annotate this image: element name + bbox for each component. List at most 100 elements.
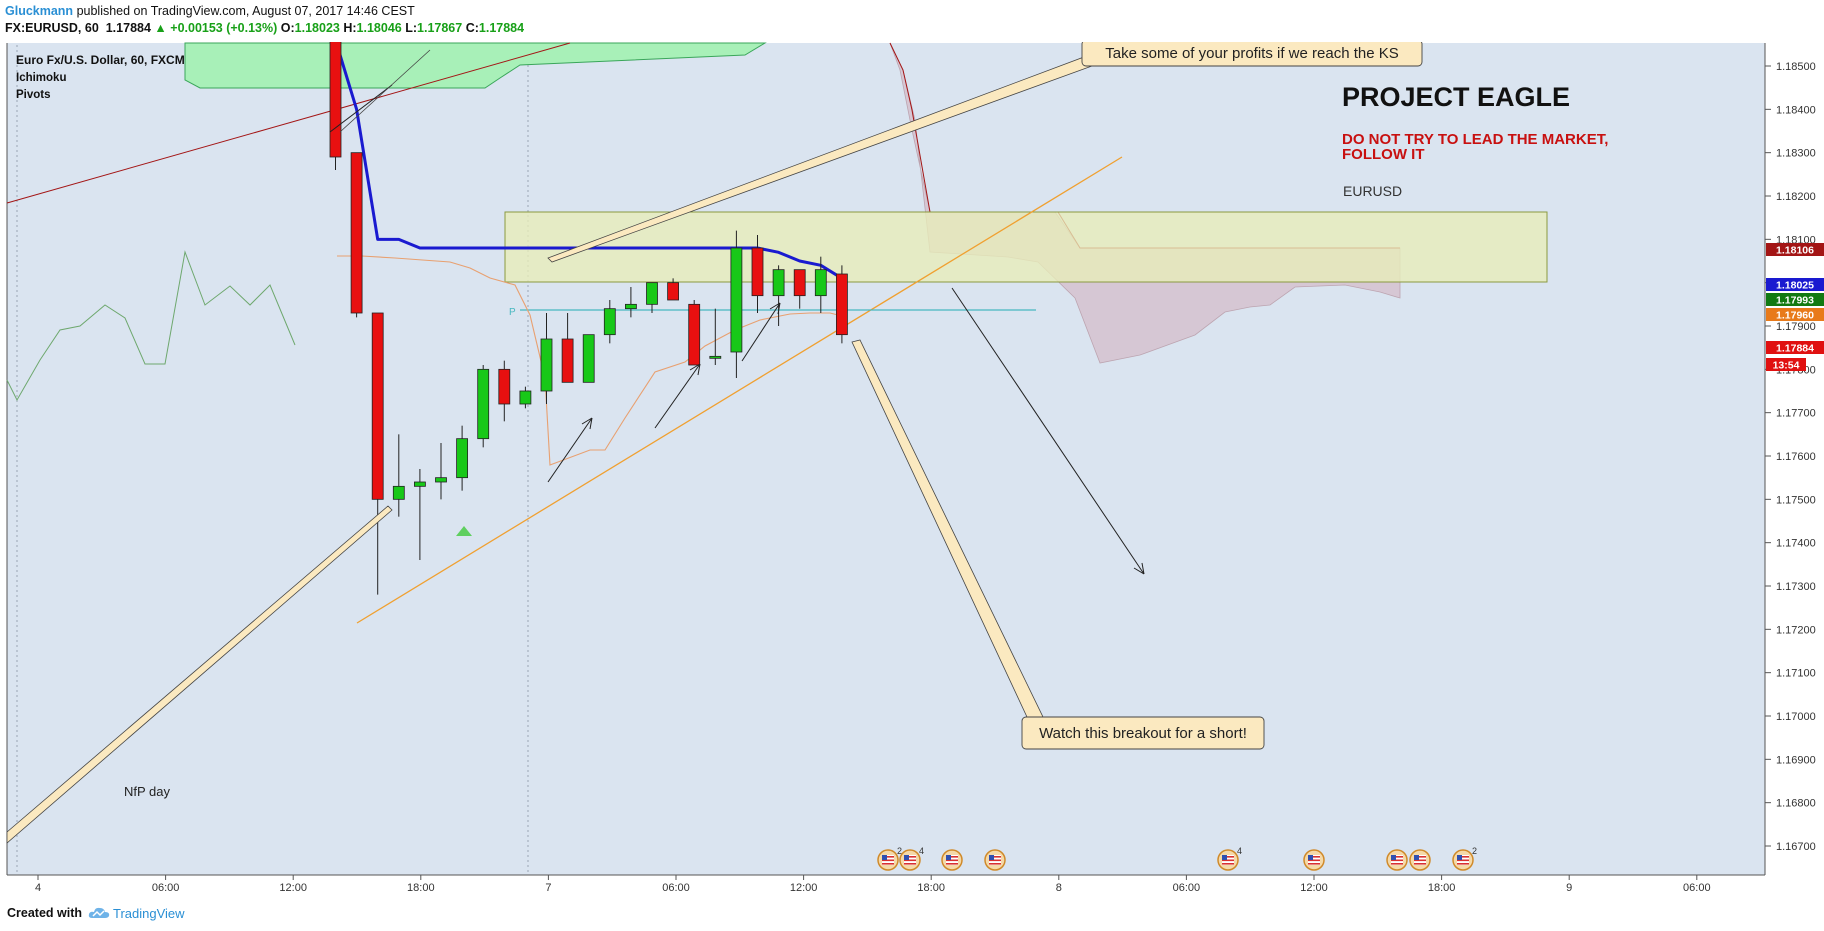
candle[interactable] xyxy=(540,313,553,404)
price-label-bg xyxy=(1766,341,1824,354)
candle[interactable] xyxy=(329,42,342,170)
price-label-text: 1.17884 xyxy=(1776,343,1814,355)
candle[interactable] xyxy=(392,434,405,517)
y-tick-label: 1.18300 xyxy=(1776,148,1816,160)
price-axis[interactable] xyxy=(1765,43,1824,875)
economic-event-icon[interactable] xyxy=(941,849,963,871)
economic-event-icon[interactable] xyxy=(1409,849,1431,871)
price-label-text: 1.17993 xyxy=(1776,295,1814,307)
price-label: 1.17960 xyxy=(1766,308,1824,322)
candle[interactable] xyxy=(793,269,806,309)
bearish-candle-body xyxy=(329,42,342,158)
open-value: 1.18023 xyxy=(294,21,340,35)
headline-text: PROJECT EAGLE xyxy=(1342,82,1570,112)
candle[interactable] xyxy=(350,152,363,318)
economic-event-icon[interactable] xyxy=(1386,849,1408,871)
x-tick-label: 4 xyxy=(35,882,41,894)
flag-canton xyxy=(1457,855,1462,860)
candle[interactable] xyxy=(561,313,574,383)
price-label-text: 1.18106 xyxy=(1776,245,1814,257)
plot-background[interactable] xyxy=(7,43,1765,875)
tradingview-link[interactable]: TradingView xyxy=(113,906,185,921)
bearish-candle-body xyxy=(688,303,701,366)
economic-event-icon[interactable]: 2 xyxy=(1452,846,1477,871)
bearish-candle-body xyxy=(561,338,574,383)
price-label: 13:54 xyxy=(1766,358,1806,372)
candle[interactable] xyxy=(688,300,701,366)
bullish-candle-body xyxy=(477,368,490,440)
arrow-head xyxy=(769,302,781,315)
economic-event-icon[interactable]: 2 xyxy=(877,846,902,871)
y-tick-label: 1.17300 xyxy=(1776,581,1816,593)
candle[interactable] xyxy=(435,443,447,500)
flag-canton xyxy=(1222,855,1227,860)
footer-bar xyxy=(0,905,1824,931)
y-tick-label: 1.17500 xyxy=(1776,494,1816,506)
up-arrow-icon: ▲ xyxy=(154,21,167,35)
flag-canton xyxy=(1414,855,1419,860)
author-link[interactable]: Gluckmann xyxy=(5,4,74,18)
callout-box[interactable] xyxy=(1021,716,1265,750)
candle[interactable] xyxy=(646,282,658,313)
tenkan-line xyxy=(337,255,843,466)
low-label: L: xyxy=(405,21,418,35)
economic-event-icon[interactable]: 4 xyxy=(899,846,924,871)
candle[interactable] xyxy=(625,287,637,318)
y-tick-label: 1.17700 xyxy=(1776,408,1816,420)
economic-event-icon[interactable] xyxy=(1303,849,1325,871)
arrow-head xyxy=(1133,562,1145,575)
bullish-candle-body xyxy=(392,485,405,500)
flag-stripe xyxy=(1391,863,1403,865)
bearish-candle-body xyxy=(498,368,511,405)
chart-header: Gluckmann published on TradingView.com, … xyxy=(0,0,1824,42)
y-tick-label: 1.16800 xyxy=(1776,798,1816,810)
candle[interactable] xyxy=(582,334,595,383)
candle[interactable] xyxy=(413,469,426,560)
candle[interactable] xyxy=(667,278,679,301)
flag-stripe xyxy=(989,863,1001,865)
bullish-candle-body xyxy=(772,269,785,297)
flag-stripe xyxy=(946,859,958,862)
flag-stripe xyxy=(1222,863,1234,865)
candle[interactable] xyxy=(603,300,616,344)
flag-stripe xyxy=(1457,863,1469,865)
flag-stripe xyxy=(904,859,916,862)
arrow-line xyxy=(329,84,393,133)
y-tick-label: 1.18400 xyxy=(1776,104,1816,116)
price-chart[interactable]: P Take some of your profits if we reach … xyxy=(0,42,1824,926)
candle[interactable] xyxy=(456,425,469,491)
flag-stripe xyxy=(1414,863,1426,865)
candle[interactable] xyxy=(709,308,722,365)
target-arrow xyxy=(951,287,1145,575)
candle[interactable] xyxy=(836,265,848,344)
trend-arrow xyxy=(547,417,593,483)
economic-event-icon[interactable]: 4 xyxy=(1217,846,1242,871)
high-label: H: xyxy=(343,21,357,35)
high-value: 1.18046 xyxy=(356,21,402,35)
flag-stripe xyxy=(1414,859,1426,862)
candle[interactable] xyxy=(751,235,764,313)
callout-box[interactable] xyxy=(1081,42,1423,67)
flag-stripe xyxy=(904,856,916,858)
legend-indicator[interactable]: Ichimoku xyxy=(16,72,66,84)
candle[interactable] xyxy=(730,230,743,378)
arrow-head xyxy=(581,417,593,430)
economic-event-icon[interactable] xyxy=(984,849,1006,871)
bearish-candle-body xyxy=(371,312,384,500)
candle[interactable] xyxy=(371,312,384,595)
flag-stripe xyxy=(1308,856,1320,858)
y-tick-label: 1.17600 xyxy=(1776,451,1816,463)
flag-stripe xyxy=(882,859,894,862)
x-tick-label: 06:00 xyxy=(1173,882,1201,894)
candle[interactable] xyxy=(519,386,532,409)
x-tick-label: 06:00 xyxy=(152,882,180,894)
tradingview-cloud-icon xyxy=(88,907,110,918)
candle[interactable] xyxy=(814,256,827,313)
flag-canton xyxy=(1308,855,1313,860)
candle[interactable] xyxy=(477,365,490,448)
change-value: +0.00153 (+0.13%) xyxy=(170,21,278,35)
candle[interactable] xyxy=(772,265,785,326)
legend-indicator[interactable]: Pivots xyxy=(16,89,51,101)
bullish-candle-body xyxy=(603,308,616,336)
candle[interactable] xyxy=(498,360,511,422)
